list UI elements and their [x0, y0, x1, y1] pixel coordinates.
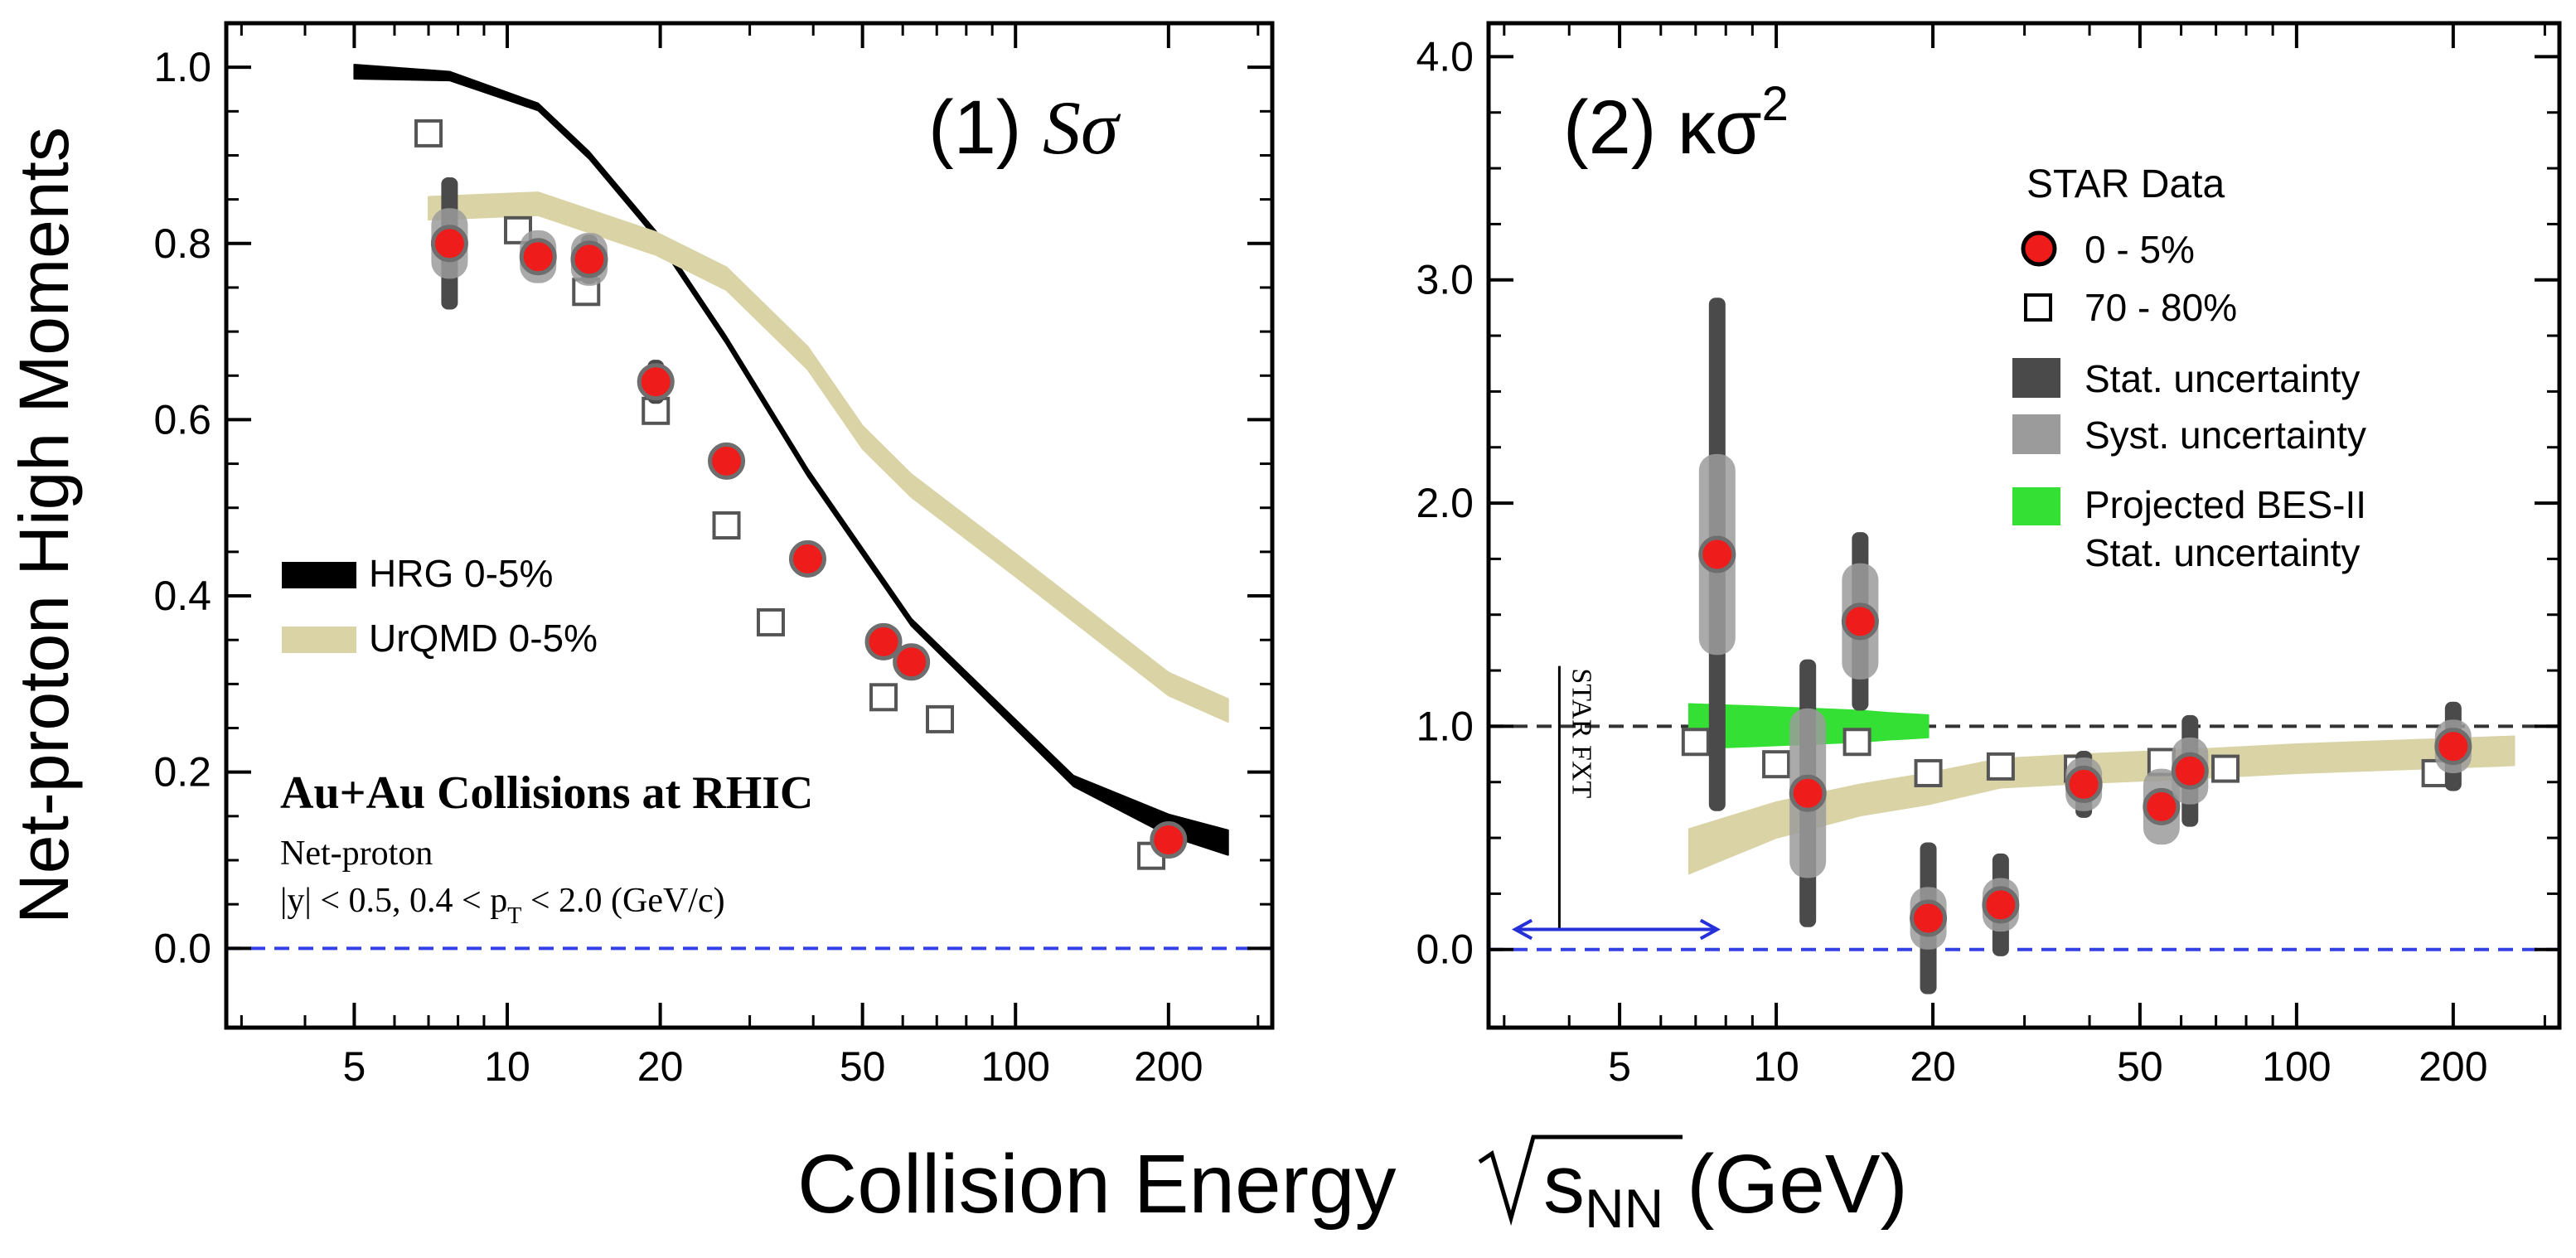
legend-label-0-5: 0 - 5% [2085, 228, 2195, 271]
panel-2-data-points [1681, 298, 2472, 994]
legend-marker-70-80 [2024, 293, 2052, 322]
point-70-80 [869, 683, 898, 712]
y-tick-label: 0.0 [153, 925, 211, 971]
legend-swatch-syst [2012, 414, 2060, 454]
legend-label-bes2: Projected BES-II [2085, 483, 2366, 526]
panel-1-legend: HRG 0-5% UrQMD 0-5% [282, 552, 598, 660]
point-70-80 [926, 704, 955, 733]
star-fxt-annotation: STAR FXT [1511, 665, 1721, 941]
point-0-5 [2065, 765, 2103, 803]
legend-label-hrg: HRG 0-5% [369, 552, 553, 595]
x-axis-title: Collision Energy sNN (GeV) [797, 1135, 1908, 1239]
point-70-80 [1914, 758, 1943, 787]
legend-label-stat: Stat. uncertainty [2085, 357, 2360, 400]
band-urqmd-0-5- [428, 191, 1229, 723]
legend-title: STAR Data [2026, 162, 2225, 206]
legend-swatch-urqmd [282, 627, 356, 653]
point-0-5 [2171, 752, 2209, 790]
y-tick-label: 0.4 [153, 573, 211, 619]
point-0-5 [519, 238, 557, 276]
collision-system-title: Au+Au Collisions at RHIC [280, 767, 813, 819]
point-0-5 [1150, 821, 1188, 859]
panel-2-reference-lines [1489, 724, 2559, 951]
panel-1-model-bands [353, 63, 1229, 856]
y-tick-label: 3.0 [1416, 257, 1474, 303]
fxt-arrow-head-left [1511, 918, 1533, 941]
x-tick-label: 10 [484, 1043, 530, 1090]
panel-2-label: (2) κσ2 [1563, 77, 1789, 170]
y-tick-label: 0.2 [153, 749, 211, 796]
panel-1-annotation: Au+Au Collisions at RHIC Net-proton |y| … [280, 767, 813, 929]
x-tick-label: 50 [840, 1043, 886, 1090]
panel-1-label: (1) Sσ [928, 85, 1121, 170]
x-tick-label: 20 [637, 1043, 684, 1090]
y-tick-label: 1.0 [1416, 703, 1474, 749]
x-tick-label: 50 [2117, 1043, 2163, 1090]
panel-1-data-points [414, 119, 1188, 870]
panel-2-axis-ticks: 0.0 1.0 2.0 3.0 4.0 5 10 20 50 100 200 [1416, 23, 2559, 1090]
point-70-80 [504, 215, 533, 244]
point-0-5 [1789, 774, 1827, 812]
x-tick-label: 5 [343, 1043, 366, 1090]
x-tick-label: 200 [1134, 1043, 1203, 1090]
fxt-label: STAR FXT [1566, 668, 1596, 798]
point-0-5 [708, 442, 746, 480]
y-tick-label: 2.0 [1416, 480, 1474, 526]
x-tick-label: 100 [981, 1043, 1050, 1090]
x-tick-label: 100 [2262, 1043, 2331, 1090]
legend-marker-0-5 [2021, 230, 2057, 267]
y-tick-label: 0.8 [153, 220, 211, 267]
legend-swatch-stat [2012, 358, 2060, 398]
y-tick-label: 0.0 [1416, 927, 1474, 973]
legend-swatch-bes2 [2012, 487, 2060, 525]
panel-2-legend: STAR Data 0 - 5% 70 - 80% Stat. uncertai… [2012, 162, 2366, 574]
band-hrg-0-5- [353, 63, 1229, 856]
point-0-5 [1982, 886, 2020, 924]
point-70-80 [1681, 728, 1710, 757]
point-70-80 [756, 607, 785, 636]
panel-1-frame [224, 21, 1275, 1030]
point-70-80 [414, 119, 443, 148]
kinematic-cuts-label: |y| < 0.5, 0.4 < pT < 2.0 (GeV/c) [280, 882, 725, 929]
point-70-80 [2211, 754, 2240, 783]
point-70-80 [1842, 728, 1871, 757]
fxt-arrow-head-right [1699, 918, 1721, 941]
panel-1-axis-ticks: 0.0 0.2 0.4 0.6 0.8 1.0 5 10 20 50 100 200 [153, 22, 1272, 1090]
x-tick-label: 20 [1910, 1043, 1956, 1090]
point-70-80 [712, 511, 741, 539]
panel-1-skewness: 0.0 0.2 0.4 0.6 0.8 1.0 5 10 20 50 100 200 (1) Sσ H… [153, 21, 1275, 1090]
legend-label-syst: Syst. uncertainty [2085, 414, 2366, 457]
point-70-80 [1762, 750, 1791, 779]
point-0-5 [1910, 899, 1948, 937]
legend-swatch-hrg [282, 562, 356, 588]
x-axis-title-text: Collision Energy [797, 1138, 1397, 1231]
point-0-5 [430, 225, 468, 263]
point-0-5 [2434, 728, 2472, 766]
y-tick-label: 4.0 [1416, 33, 1474, 80]
point-0-5 [864, 622, 903, 660]
point-0-5 [1698, 535, 1736, 573]
sqrt-symbol [1478, 1135, 1683, 1227]
point-0-5 [2143, 787, 2181, 825]
point-70-80 [1986, 752, 2015, 781]
panel-2-kurtosis: 0.0 1.0 2.0 3.0 4.0 5 10 20 50 100 200 (2) κσ2 STA… [1416, 21, 2562, 1090]
point-0-5 [570, 240, 608, 278]
net-proton-label: Net-proton [280, 835, 433, 873]
band-urqmd [1687, 735, 2515, 875]
legend-label-70-80: 70 - 80% [2085, 286, 2237, 329]
x-tick-label: 5 [1608, 1043, 1631, 1090]
legend-label-bes2-stat: Stat. uncertainty [2085, 531, 2360, 574]
x-tick-label: 200 [2419, 1043, 2487, 1090]
point-0-5 [637, 363, 675, 401]
point-0-5 [1841, 602, 1879, 641]
y-tick-label: 0.6 [153, 396, 211, 443]
y-tick-label: 1.0 [153, 44, 211, 90]
x-axis-title-s: sNN (GeV) [1543, 1138, 1908, 1239]
point-0-5 [893, 643, 931, 681]
point-0-5 [788, 539, 826, 578]
y-axis-title: Net-proton High Moments [5, 127, 83, 924]
x-tick-label: 10 [1753, 1043, 1799, 1090]
legend-label-urqmd: UrQMD 0-5% [369, 617, 598, 660]
